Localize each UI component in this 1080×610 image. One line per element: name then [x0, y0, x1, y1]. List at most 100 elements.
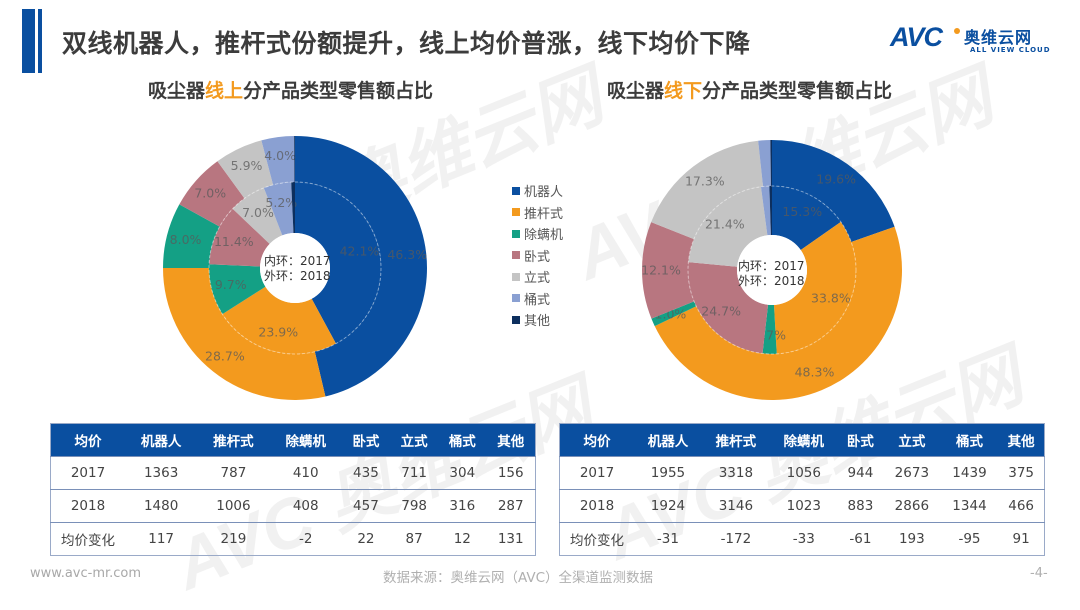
donut-segment	[209, 208, 270, 267]
legend-swatch-icon	[512, 272, 520, 281]
legend-swatch-icon	[512, 294, 520, 303]
table-row: 2018 1480 1006 408 457 798 316 287	[50, 489, 536, 523]
donut-segment	[758, 140, 771, 187]
legend-item: 机器人	[512, 180, 563, 202]
segment-label: 19.6%	[816, 171, 856, 186]
table-cell: -33	[769, 522, 838, 556]
table-cell: 287	[486, 489, 536, 523]
segment-label: 28.7%	[205, 349, 245, 364]
table-row: 均价变化 117 219 -2 22 87 12 131	[50, 522, 536, 556]
segment-label: 17.3%	[685, 174, 725, 189]
table-cell: 219	[197, 522, 270, 556]
data-source-note: 数据来源：奥维云网（AVC）全渠道监测数据	[383, 570, 654, 586]
table-cell: 1056	[769, 456, 838, 490]
table-cell: 22	[341, 522, 391, 556]
table-cell: 91	[998, 522, 1045, 556]
table-header-cell: 其他	[486, 423, 536, 457]
donut-segment	[209, 264, 266, 315]
segment-label: 8.0%	[170, 232, 202, 247]
table-row: 均价变化 -31 -172 -33 -61 193 -95 91	[559, 522, 1045, 556]
donut-segment	[654, 226, 902, 401]
legend-item: 其他	[512, 309, 563, 331]
table-cell: 798	[390, 489, 439, 523]
table-header-cell: 均价	[50, 423, 125, 457]
legend-swatch-icon	[512, 251, 520, 260]
table-header-cell: 除螨机	[269, 423, 342, 457]
table-cell: 156	[486, 456, 536, 490]
table-header-cell: 立式	[390, 423, 439, 457]
segment-label: 7.0%	[242, 205, 274, 220]
table-cell: 410	[269, 456, 342, 490]
table-cell: 466	[998, 489, 1045, 523]
table-header-cell: 桶式	[940, 423, 999, 457]
legend-label: 推杆式	[524, 206, 564, 222]
table-cell: 304	[438, 456, 487, 490]
table-header-cell: 均价	[559, 423, 634, 457]
table-cell: 1006	[197, 489, 270, 523]
segment-label: 42.1%	[340, 244, 380, 259]
chart-title-suffix: 分产品类型零售额占比	[702, 80, 893, 102]
segment-label: 5.2%	[265, 195, 297, 210]
legend-label: 除螨机	[524, 228, 564, 244]
table-cell: 1480	[125, 489, 198, 523]
segment-label: 24.7%	[701, 303, 741, 318]
table-cell: -172	[701, 522, 770, 556]
table-cell: 117	[125, 522, 198, 556]
legend-item: 立式	[512, 266, 563, 288]
table-cell: 131	[486, 522, 536, 556]
table-cell: -95	[940, 522, 999, 556]
segment-label: 4.0%	[264, 148, 296, 163]
table-cell: 均价变化	[559, 522, 634, 556]
donut-segment	[295, 136, 428, 397]
chart-title-highlight: 线下	[664, 80, 703, 102]
ring-divider	[687, 185, 857, 355]
donut-segment	[651, 301, 697, 327]
legend-swatch-icon	[512, 208, 520, 217]
table-cell: 12	[438, 522, 487, 556]
donut-segment	[773, 221, 856, 354]
avc-logo: AVC 奥维云网 ALL VIEW CLOUD	[890, 22, 1060, 58]
donut-segment	[163, 204, 220, 268]
table-cell: 193	[883, 522, 941, 556]
segment-label: 7.0%	[194, 185, 226, 200]
donut-segment	[217, 140, 274, 199]
table-cell: 457	[341, 489, 391, 523]
table-cell: 1363	[125, 456, 198, 490]
table-row: 2018 1924 3146 1023 883 2866 1344 466	[559, 489, 1045, 523]
donut-segment	[261, 136, 295, 185]
table-cell: 2866	[883, 489, 941, 523]
table-row: 2017 1363 787 410 435 711 304 156	[50, 456, 536, 490]
legend-label: 卧式	[524, 249, 551, 265]
table-header-cell: 立式	[883, 423, 941, 457]
segment-label: 48.3%	[795, 365, 835, 380]
donut-segment	[760, 186, 771, 236]
table-header-cell: 机器人	[125, 423, 198, 457]
donut-hole	[260, 233, 330, 303]
logo-dot-icon	[954, 28, 960, 34]
logo-cn: 奥维云网	[964, 28, 1033, 47]
legend-label: 机器人	[524, 185, 564, 201]
donut-hole	[737, 235, 807, 305]
table-cell: 944	[837, 456, 884, 490]
table-cell: 435	[341, 456, 391, 490]
inner-ring-label: 内环：2017	[264, 254, 331, 268]
donut-chart-online: 42.1%23.9%9.7%11.4%7.0%5.2%46.3%28.7%8.0…	[163, 136, 428, 401]
table-header-row: 均价 机器人 推杆式 除螨机 卧式 立式 桶式 其他	[50, 423, 536, 457]
page-number: -4-	[1030, 566, 1048, 581]
outer-ring-label: 外环：2018	[264, 269, 331, 283]
legend-item: 卧式	[512, 245, 563, 267]
legend-label: 桶式	[524, 292, 551, 308]
chart-title-offline: 吸尘器线下分产品类型零售额占比	[607, 76, 892, 103]
table-cell: 408	[269, 489, 342, 523]
donut-segment	[651, 140, 764, 240]
table-header-cell: 机器人	[634, 423, 702, 457]
donut-segment	[770, 140, 772, 187]
segment-label: 12.1%	[641, 262, 681, 277]
legend-swatch-icon	[512, 315, 520, 324]
segment-label: 46.3%	[387, 247, 427, 262]
legend-item: 桶式	[512, 288, 563, 310]
inner-ring-label: 内环：2017	[738, 259, 805, 273]
table-header-cell: 卧式	[341, 423, 391, 457]
donut-segment	[688, 262, 769, 354]
donut-segment	[769, 186, 772, 236]
